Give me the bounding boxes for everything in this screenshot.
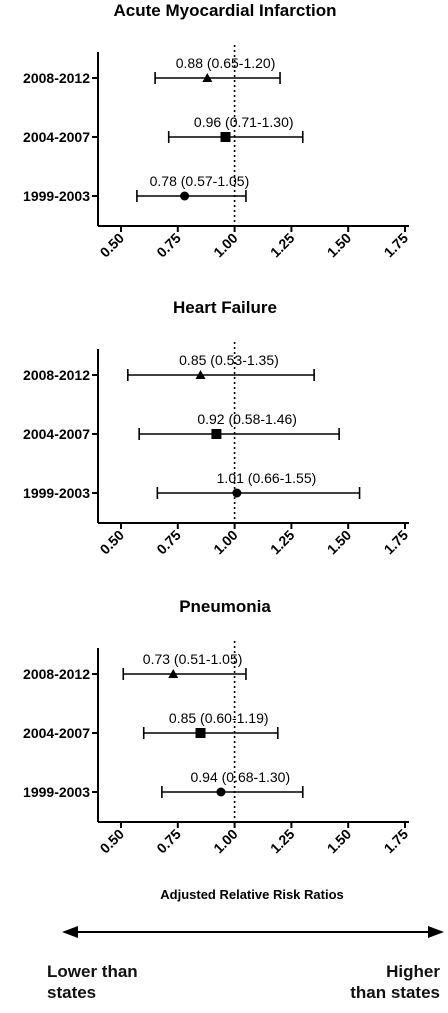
x-tick-label: 1.00 (210, 826, 241, 857)
forest-panel-1: Heart Failure 0.50 0.75 1.00 1.25 1.50 1.75 200… (23, 298, 411, 557)
x-tick-label: 1.25 (267, 230, 298, 261)
estimate-annotation: 0.73 (0.51-1.05) (143, 651, 243, 667)
point-estimate-circle (232, 488, 242, 498)
x-tick-label: 1.25 (267, 527, 298, 558)
panel-title: Heart Failure (173, 298, 277, 317)
x-tick-label: 0.75 (153, 826, 184, 857)
x-tick-label: 0.50 (97, 527, 128, 558)
estimate-annotation: 0.78 (0.57-1.05) (150, 173, 250, 189)
lower-than-states-label: Lower than states (47, 961, 167, 1003)
x-tick-label: 0.50 (97, 826, 128, 857)
x-tick-label: 0.75 (153, 230, 184, 261)
category-label: 2004-2007 (23, 725, 90, 741)
point-estimate-circle (180, 191, 190, 201)
x-tick-label: 1.50 (324, 527, 355, 558)
category-label: 1999-2003 (23, 784, 90, 800)
panel-title: Acute Myocardial Infarction (114, 1, 337, 20)
x-tick-label: 1.00 (210, 527, 241, 558)
higher-label-line2: than states (350, 983, 440, 1002)
higher-label-line1: Higher (386, 962, 440, 981)
x-tick-label: 1.75 (381, 826, 412, 857)
category-label: 2004-2007 (23, 426, 90, 442)
estimate-annotation: 1.01 (0.66-1.55) (217, 470, 317, 486)
category-label: 1999-2003 (23, 188, 90, 204)
category-label: 2008-2012 (23, 367, 90, 383)
category-label: 2004-2007 (23, 129, 90, 145)
point-estimate-square (220, 132, 231, 142)
lower-label-line2: states (47, 983, 97, 1002)
category-label: 1999-2003 (23, 485, 90, 501)
lower-label-line1: Lower than (47, 962, 138, 981)
point-estimate-triangle (168, 669, 179, 678)
x-tick-label: 1.00 (210, 230, 241, 261)
x-tick-label: 0.50 (97, 230, 128, 261)
forest-panel-0: Acute Myocardial Infarction 0.50 0.75 1.00 1… (23, 1, 411, 260)
x-tick-label: 1.25 (267, 826, 298, 857)
estimate-annotation: 0.88 (0.65-1.20) (176, 55, 276, 71)
estimate-annotation: 0.85 (0.53-1.35) (179, 352, 279, 368)
forest-panel-2: Pneumonia 0.50 0.75 1.00 1.25 1.50 1.75 2008-20… (23, 597, 411, 856)
point-estimate-circle (216, 787, 226, 797)
x-tick-label: 0.75 (153, 527, 184, 558)
category-label: 2008-2012 (23, 666, 90, 682)
higher-than-states-label: Higher than states (300, 961, 440, 1003)
estimate-annotation: 0.94 (0.68-1.30) (191, 769, 291, 785)
right-arrowhead (428, 926, 444, 938)
point-estimate-triangle (195, 370, 206, 379)
point-estimate-square (211, 429, 222, 439)
x-tick-label: 1.75 (381, 527, 412, 558)
panel-title: Pneumonia (179, 597, 271, 616)
category-label: 2008-2012 (23, 70, 90, 86)
point-estimate-triangle (202, 73, 213, 82)
estimate-annotation: 0.92 (0.58-1.46) (197, 411, 297, 427)
x-axis-title: Adjusted Relative Risk Ratios (160, 887, 344, 902)
estimate-annotation: 0.96 (0.71-1.30) (194, 114, 294, 130)
point-estimate-square (195, 728, 206, 738)
x-tick-label: 1.50 (324, 826, 355, 857)
estimate-annotation: 0.85 (0.60-1.19) (169, 710, 269, 726)
x-tick-label: 1.75 (381, 230, 412, 261)
x-tick-label: 1.50 (324, 230, 355, 261)
left-arrowhead (62, 926, 78, 938)
